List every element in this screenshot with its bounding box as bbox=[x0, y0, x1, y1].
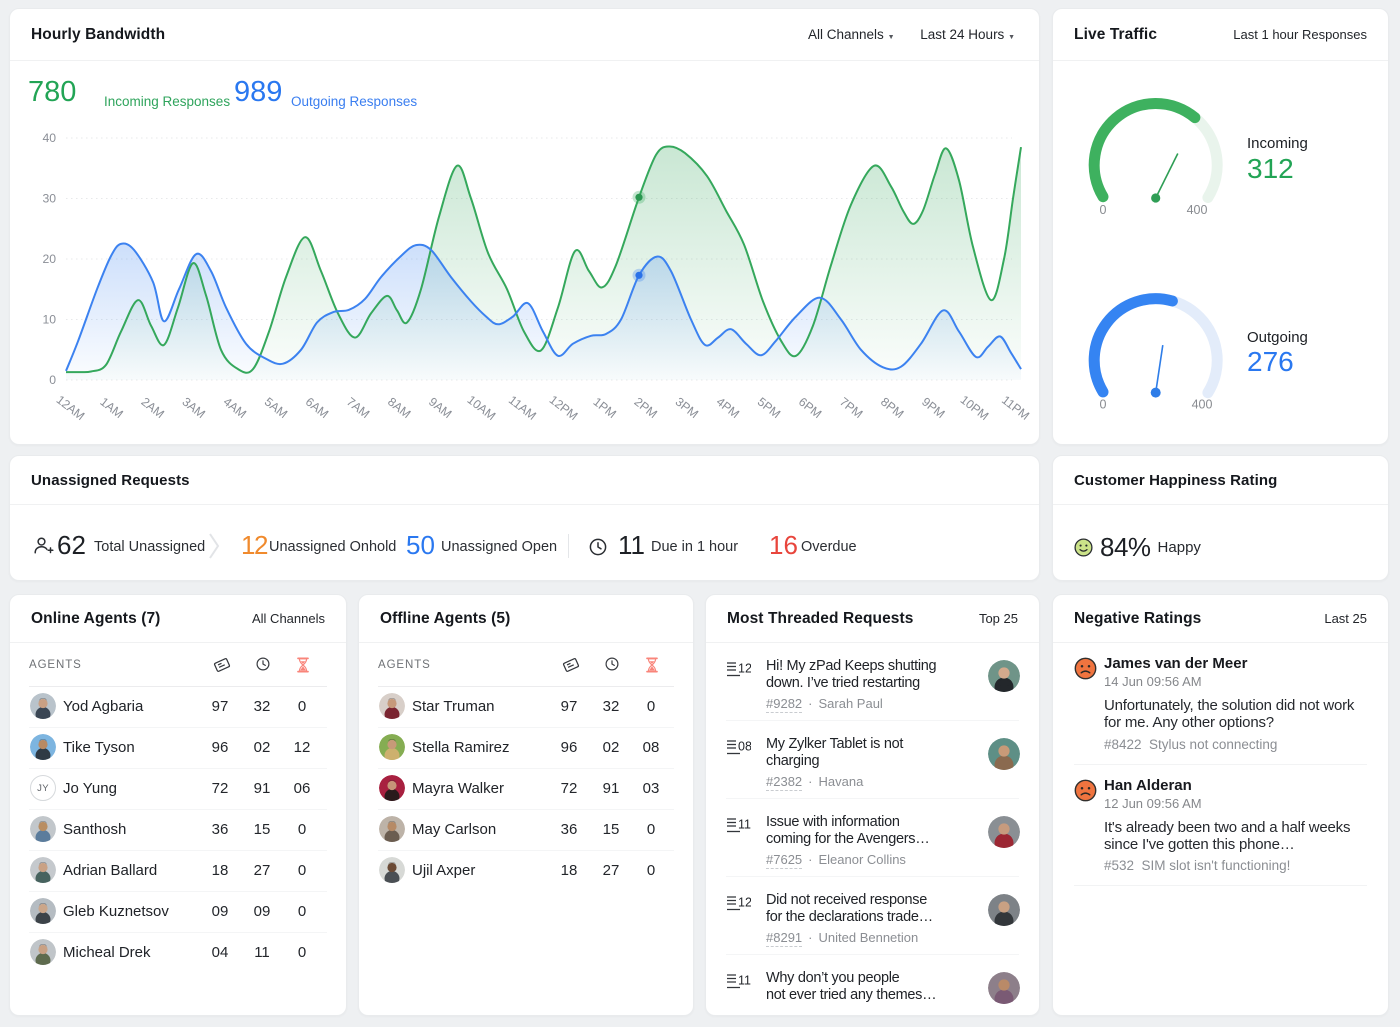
svg-text:11AM: 11AM bbox=[506, 393, 539, 423]
svg-text:3PM: 3PM bbox=[673, 395, 701, 421]
svg-text:12AM: 12AM bbox=[54, 393, 88, 424]
svg-text:10AM: 10AM bbox=[465, 393, 499, 424]
svg-text:6AM: 6AM bbox=[303, 395, 331, 421]
svg-text:Incoming: Incoming bbox=[1247, 135, 1308, 152]
svg-text:6PM: 6PM bbox=[796, 395, 824, 421]
svg-text:400: 400 bbox=[1192, 398, 1213, 412]
svg-text:11: 11 bbox=[738, 818, 751, 832]
svg-text:5AM: 5AM bbox=[262, 395, 290, 421]
svg-text:10PM: 10PM bbox=[958, 393, 992, 424]
svg-text:1PM: 1PM bbox=[590, 395, 618, 421]
svg-text:11: 11 bbox=[738, 974, 751, 988]
svg-text:20: 20 bbox=[42, 252, 56, 266]
svg-text:40: 40 bbox=[42, 131, 56, 145]
svg-text:0: 0 bbox=[1100, 398, 1107, 412]
svg-text:8PM: 8PM bbox=[878, 395, 906, 421]
svg-text:12: 12 bbox=[738, 896, 751, 910]
svg-text:8AM: 8AM bbox=[385, 395, 413, 421]
svg-text:4PM: 4PM bbox=[714, 395, 742, 421]
svg-text:400: 400 bbox=[1187, 203, 1208, 217]
svg-text:1AM: 1AM bbox=[97, 395, 125, 421]
svg-text:312: 312 bbox=[1247, 153, 1294, 184]
svg-text:12PM: 12PM bbox=[547, 393, 581, 424]
svg-text:7AM: 7AM bbox=[344, 395, 372, 421]
svg-text:0: 0 bbox=[49, 373, 56, 387]
svg-text:276: 276 bbox=[1247, 346, 1294, 377]
svg-text:12: 12 bbox=[738, 662, 751, 676]
svg-text:Outgoing: Outgoing bbox=[1247, 329, 1308, 346]
svg-text:9PM: 9PM bbox=[919, 395, 947, 421]
svg-text:3AM: 3AM bbox=[180, 395, 208, 421]
svg-text:9AM: 9AM bbox=[426, 395, 454, 421]
svg-text:08: 08 bbox=[738, 740, 751, 754]
svg-text:10: 10 bbox=[42, 313, 56, 327]
svg-text:2AM: 2AM bbox=[138, 395, 166, 421]
svg-text:2PM: 2PM bbox=[632, 395, 660, 421]
svg-text:11PM: 11PM bbox=[999, 393, 1032, 423]
svg-text:4AM: 4AM bbox=[221, 395, 249, 421]
svg-text:30: 30 bbox=[42, 192, 56, 206]
svg-text:5PM: 5PM bbox=[755, 395, 783, 421]
svg-text:7PM: 7PM bbox=[837, 395, 865, 421]
svg-text:0: 0 bbox=[1100, 203, 1107, 217]
